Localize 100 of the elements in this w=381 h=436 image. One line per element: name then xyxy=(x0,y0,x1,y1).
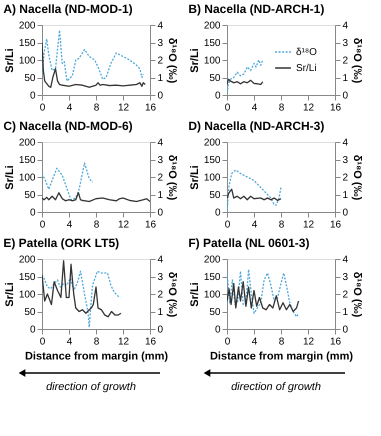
y2-tick-label: 4 xyxy=(158,138,164,148)
x-tick-label: 12 xyxy=(302,220,314,230)
x-tick-label: 4 xyxy=(252,336,258,348)
y2-tick-label: 1 xyxy=(158,307,164,318)
line-series xyxy=(42,30,144,82)
y2-tick-label: 2 xyxy=(158,56,164,66)
y2-axis-title: δ¹⁸O (‰) xyxy=(351,154,364,201)
y2-tick-label: 1 xyxy=(158,73,164,84)
y-tick-label: 100 xyxy=(18,56,36,66)
y-tick-label: 0 xyxy=(30,324,36,336)
y2-tick-label: 2 xyxy=(158,172,164,184)
y-tick-label: 50 xyxy=(209,190,221,201)
y-tick-label: 150 xyxy=(204,155,221,166)
y-tick-label: 100 xyxy=(18,290,36,300)
line-series xyxy=(42,260,122,318)
y-tick-label: 200 xyxy=(18,138,36,148)
y2-axis-title: δ¹⁸O (‰) xyxy=(166,38,178,84)
y-tick-label: 150 xyxy=(204,272,221,283)
y-axis-title: Sr/Li xyxy=(4,282,16,307)
x-tick-label: 4 xyxy=(252,102,258,114)
y-tick-label: 0 xyxy=(30,208,36,218)
text: direction of growth xyxy=(231,381,321,393)
x-tick-label: 8 xyxy=(278,220,285,230)
x-tick-label: 4 xyxy=(66,102,73,114)
line-series xyxy=(227,169,282,212)
text: direction of growth xyxy=(46,381,136,393)
chart-title: E) Patella (ORK LT5) xyxy=(3,236,120,250)
legend-label: δ¹⁸O xyxy=(296,47,318,58)
y-axis-title: Sr/Li xyxy=(188,282,201,307)
y2-tick-label: 0 xyxy=(158,90,164,102)
y2-axis-title: δ¹⁸O (‰) xyxy=(351,38,364,84)
line-series xyxy=(42,192,150,202)
y-tick-label: 0 xyxy=(214,208,221,218)
y-axis-title: Sr/Li xyxy=(4,48,16,73)
x-tick-label: 16 xyxy=(144,336,156,348)
x-tick-label: 8 xyxy=(278,102,285,114)
chart-title: A) Nacella (ND-MOD-1) xyxy=(3,2,133,16)
y-tick-label: 200 xyxy=(204,254,221,266)
x-tick-label: 0 xyxy=(40,220,46,230)
y2-tick-label: 3 xyxy=(342,155,348,166)
y2-tick-label: 2 xyxy=(342,172,348,184)
y-tick-label: 50 xyxy=(24,307,36,318)
y-tick-label: 0 xyxy=(214,324,221,336)
y2-tick-label: 0 xyxy=(158,208,164,218)
chart-title: B) Nacella (ND-ARCH-1) xyxy=(188,2,324,16)
y2-tick-label: 3 xyxy=(158,272,164,283)
y2-tick-label: 3 xyxy=(158,38,164,49)
y2-tick-label: 1 xyxy=(158,190,164,201)
y2-axis-title: δ¹⁸O (‰) xyxy=(166,154,178,201)
x-tick-label: 0 xyxy=(224,336,231,348)
y-tick-label: 100 xyxy=(204,56,221,66)
line-series xyxy=(227,188,282,202)
y2-tick-label: 3 xyxy=(342,38,348,49)
y2-tick-label: 2 xyxy=(158,290,164,300)
x-tick-label: 0 xyxy=(40,102,46,114)
y2-tick-label: 4 xyxy=(158,254,164,266)
y-tick-label: 50 xyxy=(24,73,36,84)
chart-title: D) Nacella (ND-ARCH-3) xyxy=(188,119,324,133)
legend-label: Sr/Li xyxy=(296,63,317,74)
y2-tick-label: 4 xyxy=(342,254,348,266)
x-tick-label: 12 xyxy=(118,102,130,114)
y-tick-label: 150 xyxy=(18,38,36,49)
y-tick-label: 100 xyxy=(204,172,221,184)
y-tick-label: 50 xyxy=(209,307,221,318)
y-tick-label: 100 xyxy=(204,290,221,300)
y2-tick-label: 4 xyxy=(342,20,348,32)
x-tick-label: 4 xyxy=(66,220,73,230)
y2-tick-label: 0 xyxy=(342,208,348,218)
y-tick-label: 50 xyxy=(209,73,221,84)
y2-tick-label: 2 xyxy=(342,290,348,300)
y2-tick-label: 4 xyxy=(342,138,348,148)
y-axis-title: Sr/Li xyxy=(4,165,16,190)
y2-tick-label: 4 xyxy=(158,20,164,32)
y2-tick-label: 3 xyxy=(158,155,164,166)
y-tick-label: 200 xyxy=(18,254,36,266)
x-tick-label: 16 xyxy=(144,102,156,114)
x-tick-label: 8 xyxy=(94,102,100,114)
y2-tick-label: 0 xyxy=(342,324,348,336)
y2-tick-label: 2 xyxy=(342,56,348,66)
y-tick-label: 0 xyxy=(30,90,36,102)
x-tick-label: 16 xyxy=(330,102,342,114)
y-tick-label: 50 xyxy=(24,190,36,201)
x-tick-label: 8 xyxy=(278,336,285,348)
line-series xyxy=(42,162,94,200)
line-series xyxy=(42,270,121,328)
x-axis-title: Distance from margin (mm) xyxy=(24,350,168,362)
y2-tick-label: 3 xyxy=(342,272,348,283)
x-tick-label: 16 xyxy=(144,220,156,230)
x-tick-label: 16 xyxy=(330,336,342,348)
line-series xyxy=(227,268,300,318)
y-axis-title: Sr/Li xyxy=(188,165,201,190)
x-tick-label: 0 xyxy=(40,336,46,348)
x-tick-label: 4 xyxy=(66,336,73,348)
x-tick-label: 12 xyxy=(302,102,314,114)
y-tick-label: 100 xyxy=(18,172,36,184)
y2-tick-label: 1 xyxy=(342,307,348,318)
y-tick-label: 200 xyxy=(18,20,36,32)
line-series xyxy=(42,42,146,88)
y-tick-label: 150 xyxy=(204,38,221,49)
y-tick-label: 150 xyxy=(18,155,36,166)
